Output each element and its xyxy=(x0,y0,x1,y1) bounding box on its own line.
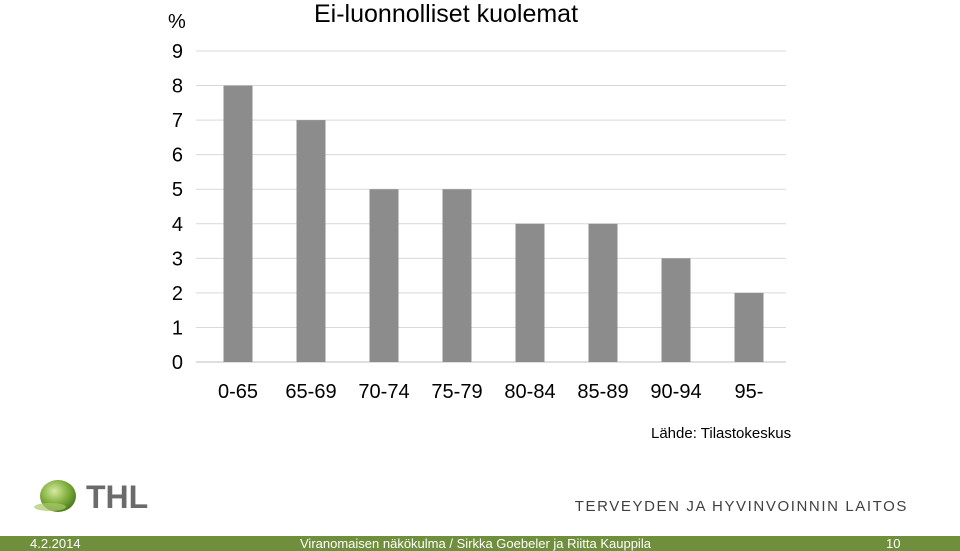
y-tick-label: 3 xyxy=(172,248,183,270)
x-tick-label: 90-94 xyxy=(650,381,701,403)
thl-logo: THL xyxy=(28,470,168,520)
x-tick-label: 85-89 xyxy=(577,381,628,403)
bar xyxy=(369,189,399,362)
y-unit-label: % xyxy=(168,11,186,33)
bar xyxy=(515,223,545,362)
x-tick-label: 70-74 xyxy=(358,381,409,403)
bar xyxy=(661,258,691,362)
y-tick-labels: 0 1 2 3 4 5 6 7 8 9 xyxy=(172,41,183,374)
x-tick-label: 80-84 xyxy=(504,381,555,403)
bar xyxy=(442,189,472,362)
y-tick-label: 7 xyxy=(172,110,183,132)
y-tick-label: 0 xyxy=(172,352,183,374)
page-number: 10 xyxy=(886,536,901,551)
x-tick-labels: 0-65 65-69 70-74 75-79 80-84 85-89 90-94 95- xyxy=(218,381,763,403)
y-tick-label: 6 xyxy=(172,145,183,167)
x-tick-label: 0-65 xyxy=(218,381,258,403)
bar xyxy=(588,223,618,362)
logo-text: THL xyxy=(86,479,148,515)
bar xyxy=(223,85,253,363)
x-tick-label: 95- xyxy=(735,381,764,403)
gridlines xyxy=(196,50,786,363)
bar xyxy=(296,120,326,362)
x-tick-label: 75-79 xyxy=(431,381,482,403)
source-note: Lähde: Tilastokeskus xyxy=(651,425,791,442)
x-tick-label: 65-69 xyxy=(285,381,336,403)
bar xyxy=(734,292,764,362)
bars xyxy=(223,85,764,363)
y-tick-label: 4 xyxy=(172,214,183,236)
y-tick-label: 1 xyxy=(172,317,183,339)
y-tick-label: 8 xyxy=(172,76,183,98)
footer-presentation-info: Viranomaisen näkökulma / Sirkka Goebeler… xyxy=(300,536,651,551)
bar-chart: % Ei-luonnolliset kuolemat 0 1 2 3 4 5 6 7 8 9 0-… xyxy=(168,0,791,442)
chart-title: Ei-luonnolliset kuolemat xyxy=(314,0,578,28)
footer-bar: 4.2.2014 Viranomaisen näkökulma / Sirkka… xyxy=(0,536,960,551)
y-tick-label: 2 xyxy=(172,283,183,305)
y-tick-label: 5 xyxy=(172,179,183,201)
footer-date: 4.2.2014 xyxy=(30,536,81,551)
organization-name: TERVEYDEN JA HYVINVOINNIN LAITOS xyxy=(574,498,908,515)
y-tick-label: 9 xyxy=(172,41,183,63)
